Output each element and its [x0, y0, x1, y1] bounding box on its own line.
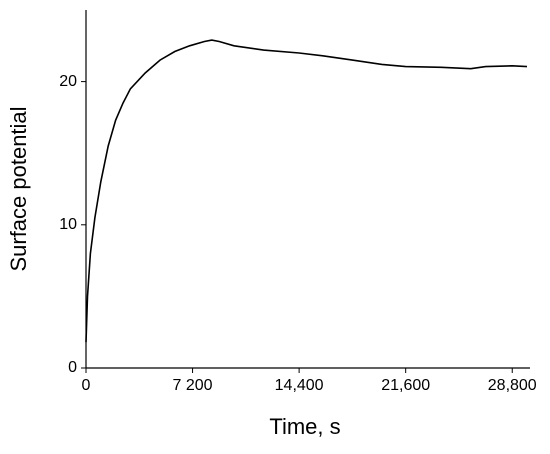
x-tick-label: 7 200: [173, 377, 213, 394]
y-tick-label: 20: [59, 73, 77, 90]
y-tick-label: 10: [59, 216, 77, 233]
x-tick-label: 21,600: [381, 377, 430, 394]
x-tick-label: 0: [82, 377, 91, 394]
x-tick-label: 28,800: [488, 377, 537, 394]
y-axis-label: Surface potential: [6, 106, 31, 271]
data-line: [85, 39, 528, 343]
y-tick-label: 0: [68, 359, 77, 376]
x-axis-label: Time, s: [269, 414, 340, 439]
x-tick-label: 14,400: [275, 377, 324, 394]
